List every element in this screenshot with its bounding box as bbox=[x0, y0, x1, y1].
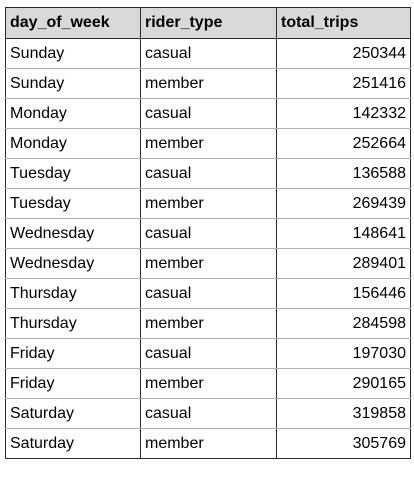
table-body: Sunday casual 250344 Sunday member 251416 Mond… bbox=[5, 38, 411, 459]
cell-day-of-week[interactable]: Sunday bbox=[5, 38, 141, 69]
table-row: Sunday casual 250344 bbox=[5, 38, 411, 69]
table-row: Monday member 252664 bbox=[5, 128, 411, 159]
table-row: Friday member 290165 bbox=[5, 368, 411, 399]
cell-total-trips[interactable]: 319858 bbox=[276, 398, 411, 429]
table-row: Sunday member 251416 bbox=[5, 68, 411, 99]
cell-day-of-week[interactable]: Thursday bbox=[5, 308, 141, 339]
cell-rider-type[interactable]: casual bbox=[140, 218, 277, 249]
table-row: Saturday casual 319858 bbox=[5, 398, 411, 429]
cell-rider-type[interactable]: member bbox=[140, 248, 277, 279]
table-row: Tuesday casual 136588 bbox=[5, 158, 411, 189]
trips-table: day_of_week rider_type total_trips Sunda… bbox=[5, 7, 411, 459]
cell-total-trips[interactable]: 290165 bbox=[276, 368, 411, 399]
cell-rider-type[interactable]: casual bbox=[140, 158, 277, 189]
cell-day-of-week[interactable]: Friday bbox=[5, 338, 141, 369]
cell-rider-type[interactable]: member bbox=[140, 308, 277, 339]
cell-day-of-week[interactable]: Tuesday bbox=[5, 188, 141, 219]
cell-total-trips[interactable]: 252664 bbox=[276, 128, 411, 159]
cell-day-of-week[interactable]: Wednesday bbox=[5, 248, 141, 279]
cell-total-trips[interactable]: 284598 bbox=[276, 308, 411, 339]
table-row: Tuesday member 269439 bbox=[5, 188, 411, 219]
cell-total-trips[interactable]: 148641 bbox=[276, 218, 411, 249]
table-row: Thursday member 284598 bbox=[5, 308, 411, 339]
cell-day-of-week[interactable]: Sunday bbox=[5, 68, 141, 99]
table-row: Wednesday casual 148641 bbox=[5, 218, 411, 249]
cell-rider-type[interactable]: casual bbox=[140, 98, 277, 129]
cell-day-of-week[interactable]: Wednesday bbox=[5, 218, 141, 249]
cell-total-trips[interactable]: 289401 bbox=[276, 248, 411, 279]
cell-rider-type[interactable]: member bbox=[140, 188, 277, 219]
column-header-total-trips[interactable]: total_trips bbox=[276, 7, 411, 39]
column-header-day-of-week[interactable]: day_of_week bbox=[5, 7, 141, 39]
cell-rider-type[interactable]: casual bbox=[140, 278, 277, 309]
cell-day-of-week[interactable]: Monday bbox=[5, 98, 141, 129]
cell-rider-type[interactable]: casual bbox=[140, 38, 277, 69]
cell-day-of-week[interactable]: Saturday bbox=[5, 398, 141, 429]
table-row: Monday casual 142332 bbox=[5, 98, 411, 129]
table-row: Saturday member 305769 bbox=[5, 428, 411, 459]
cell-day-of-week[interactable]: Thursday bbox=[5, 278, 141, 309]
cell-total-trips[interactable]: 250344 bbox=[276, 38, 411, 69]
cell-rider-type[interactable]: casual bbox=[140, 398, 277, 429]
cell-total-trips[interactable]: 136588 bbox=[276, 158, 411, 189]
cell-rider-type[interactable]: casual bbox=[140, 338, 277, 369]
cell-total-trips[interactable]: 269439 bbox=[276, 188, 411, 219]
table-row: Thursday casual 156446 bbox=[5, 278, 411, 309]
table-row: Friday casual 197030 bbox=[5, 338, 411, 369]
cell-total-trips[interactable]: 156446 bbox=[276, 278, 411, 309]
data-table-container: day_of_week rider_type total_trips Sunda… bbox=[5, 7, 411, 459]
cell-total-trips[interactable]: 305769 bbox=[276, 428, 411, 459]
cell-day-of-week[interactable]: Monday bbox=[5, 128, 141, 159]
cell-rider-type[interactable]: member bbox=[140, 68, 277, 99]
cell-rider-type[interactable]: member bbox=[140, 128, 277, 159]
cell-rider-type[interactable]: member bbox=[140, 428, 277, 459]
cell-day-of-week[interactable]: Tuesday bbox=[5, 158, 141, 189]
cell-rider-type[interactable]: member bbox=[140, 368, 277, 399]
column-header-rider-type[interactable]: rider_type bbox=[140, 7, 277, 39]
cell-total-trips[interactable]: 197030 bbox=[276, 338, 411, 369]
cell-total-trips[interactable]: 251416 bbox=[276, 68, 411, 99]
table-row: Wednesday member 289401 bbox=[5, 248, 411, 279]
cell-day-of-week[interactable]: Saturday bbox=[5, 428, 141, 459]
table-header: day_of_week rider_type total_trips bbox=[5, 7, 411, 39]
cell-total-trips[interactable]: 142332 bbox=[276, 98, 411, 129]
header-row: day_of_week rider_type total_trips bbox=[5, 7, 411, 39]
cell-day-of-week[interactable]: Friday bbox=[5, 368, 141, 399]
